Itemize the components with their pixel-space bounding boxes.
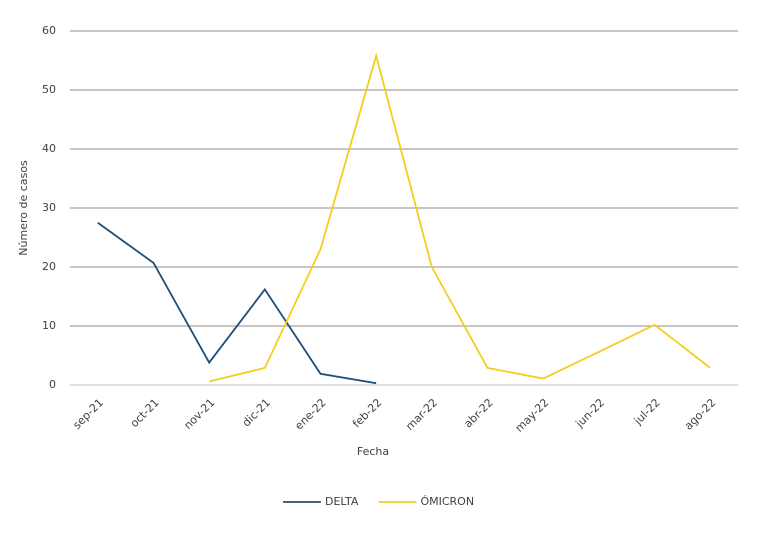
x-tick-label: mar-22 [403, 396, 440, 433]
series-line [208, 52, 711, 383]
x-axis-label: Fecha [357, 445, 389, 458]
y-tick-label: 20 [42, 260, 56, 273]
legend-label: DELTA [325, 495, 359, 508]
x-tick-label: ago-22 [682, 396, 719, 433]
y-tick-label: 10 [42, 319, 56, 332]
y-tick-label: 50 [42, 83, 56, 96]
series-line [97, 222, 377, 385]
y-tick-label: 30 [42, 201, 56, 214]
x-tick-label: may-22 [513, 396, 552, 435]
x-tick-label: jun-22 [572, 396, 607, 431]
x-tick-label: oct-21 [128, 396, 162, 430]
y-tick-label: 60 [42, 24, 56, 37]
x-tick-label: dic-21 [240, 396, 273, 429]
y-tick-label: 0 [49, 378, 56, 391]
x-tick-label: abr-22 [461, 396, 495, 430]
y-axis-label: Número de casos [17, 160, 30, 256]
x-tick-label: ene-22 [292, 396, 328, 432]
x-tick-label: feb-22 [350, 396, 384, 430]
x-tick-label: nov-21 [181, 396, 217, 432]
x-tick-label: jul-22 [631, 396, 663, 428]
legend-label: ÓMICRON [420, 495, 474, 508]
x-tick-label: sep-21 [70, 396, 106, 432]
y-tick-label: 40 [42, 142, 56, 155]
